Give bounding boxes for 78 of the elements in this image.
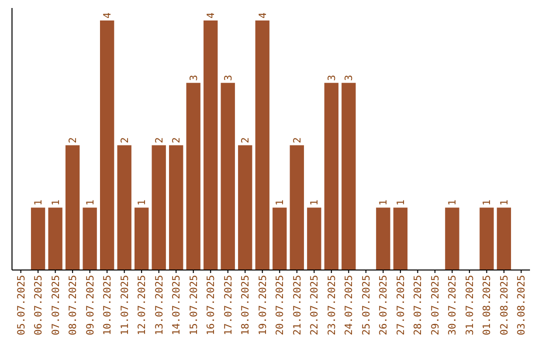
bar — [186, 82, 200, 270]
x-tick-label: 08.07.2025 — [68, 275, 80, 336]
data-label: 1 — [378, 200, 390, 206]
x-tick-label: 10.07.2025 — [102, 275, 114, 336]
x-tick-label: 20.07.2025 — [275, 275, 286, 336]
x-tick-label: 05.07.2025 — [16, 275, 28, 336]
x-tick-label: 31.07.2025 — [464, 275, 476, 336]
bar — [272, 208, 287, 270]
x-tick-label: 24.07.2025 — [344, 275, 356, 336]
bar — [290, 145, 304, 270]
bar — [204, 20, 218, 270]
bar — [134, 208, 149, 270]
x-tick-label: 17.07.2025 — [223, 275, 234, 336]
x-tick-label: 22.07.2025 — [310, 275, 321, 336]
data-label: 3 — [344, 74, 356, 81]
data-label: 2 — [120, 137, 131, 144]
x-tick-label: 25.07.2025 — [361, 275, 372, 336]
x-tick-label: 09.07.2025 — [85, 275, 96, 336]
x-tick-label: 01.08.2025 — [482, 275, 494, 336]
data-label: 4 — [258, 12, 269, 18]
x-tick-label: 30.07.2025 — [448, 275, 459, 336]
bar — [496, 208, 512, 270]
data-label: 1 — [34, 200, 45, 206]
data-label: 1 — [499, 200, 510, 206]
bar — [480, 208, 494, 270]
x-tick-label: 06.07.2025 — [34, 275, 45, 336]
x-tick-label: 11.07.2025 — [120, 275, 131, 336]
bar — [220, 82, 235, 270]
bar — [393, 208, 408, 270]
data-label: 2 — [240, 137, 252, 144]
data-label: 4 — [206, 12, 218, 18]
data-label: 1 — [448, 200, 459, 206]
x-tick-label: 23.07.2025 — [326, 275, 338, 336]
x-tick-label: 26.07.2025 — [378, 275, 390, 336]
x-tick-label: 19.07.2025 — [258, 275, 269, 336]
data-label: 1 — [137, 200, 148, 206]
data-label: 1 — [275, 200, 286, 206]
data-label: 1 — [396, 200, 407, 206]
bar — [30, 208, 46, 270]
data-label: 3 — [188, 74, 200, 81]
bar — [169, 145, 184, 270]
x-tick-label: 13.07.2025 — [154, 275, 166, 336]
x-tick-label: 29.07.2025 — [430, 275, 442, 336]
x-tick-label: 12.07.2025 — [137, 275, 148, 336]
bar — [255, 20, 270, 270]
data-label: 2 — [154, 137, 166, 144]
data-label: 1 — [50, 200, 62, 206]
data-label: 2 — [292, 137, 304, 144]
data-label: 1 — [310, 200, 321, 206]
bar — [342, 82, 356, 270]
bar — [307, 208, 322, 270]
x-tick-label: 02.08.2025 — [499, 275, 510, 336]
bar — [82, 208, 97, 270]
x-tick-label: 03.08.2025 — [516, 275, 528, 336]
data-label: 3 — [326, 74, 338, 81]
data-label: 2 — [68, 137, 80, 144]
data-label: 2 — [172, 137, 183, 144]
x-tick-label: 27.07.2025 — [396, 275, 407, 336]
x-tick-label: 21.07.2025 — [292, 275, 304, 336]
bar — [238, 145, 252, 270]
bar — [117, 145, 132, 270]
bar — [48, 208, 62, 270]
data-label: 4 — [102, 12, 114, 18]
bar — [445, 208, 460, 270]
data-label: 3 — [223, 74, 234, 81]
data-label: 1 — [482, 200, 494, 206]
x-tick-label: 14.07.2025 — [172, 275, 183, 336]
bar — [100, 20, 114, 270]
bar — [65, 145, 80, 270]
data-label: 1 — [85, 200, 96, 206]
bar — [324, 82, 338, 270]
bar — [376, 208, 390, 270]
x-tick-label: 15.07.2025 — [188, 275, 200, 336]
x-tick-label: 28.07.2025 — [413, 275, 424, 336]
x-tick-label: 18.07.2025 — [240, 275, 252, 336]
bar — [152, 145, 166, 270]
x-tick-label: 07.07.2025 — [50, 275, 62, 336]
x-tick-label: 16.07.2025 — [206, 275, 218, 336]
